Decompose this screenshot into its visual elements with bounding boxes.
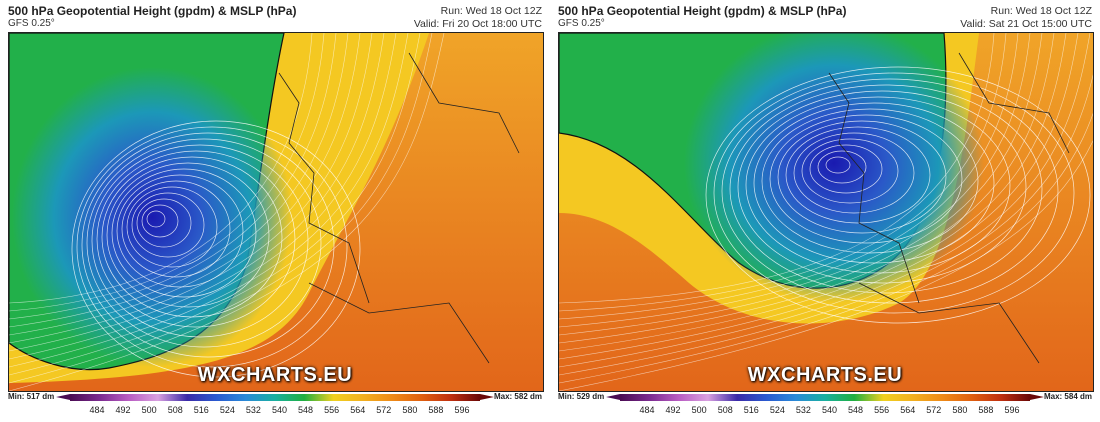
colorbar-label: 484 — [639, 405, 655, 415]
colorbar — [70, 394, 480, 401]
valid-label: Valid: Fri 20 Oct 18:00 UTC — [413, 18, 542, 30]
colorbar-label: 516 — [743, 405, 759, 415]
colorbar-label: 524 — [769, 405, 785, 415]
max-label: Max: 582 dm — [493, 392, 542, 401]
panel: 500 hPa Geopotential Height (gpdm) & MSL… — [8, 4, 544, 415]
run-label: Run: Wed 18 Oct 12Z — [440, 5, 542, 17]
colorbar-label: 508 — [167, 405, 183, 415]
colorbar-label: 532 — [245, 405, 261, 415]
colorbar-label: 540 — [271, 405, 288, 415]
colorbar-label: 524 — [219, 405, 235, 415]
watermark: WXCHARTS.EU — [747, 364, 903, 386]
colorbar-label: 572 — [926, 405, 942, 415]
colorbar-arrow — [1030, 394, 1044, 400]
colorbar — [620, 394, 1030, 401]
colorbar-label: 500 — [141, 405, 157, 415]
colorbar-label: 516 — [193, 405, 209, 415]
map-title: 500 hPa Geopotential Height (gpdm) & MSL… — [8, 4, 297, 18]
colorbar-label: 564 — [900, 405, 916, 415]
colorbar-label: 556 — [874, 405, 890, 415]
colorbar-label: 548 — [848, 405, 864, 415]
colorbar-label: 548 — [298, 405, 314, 415]
model-label: GFS 0.25° — [8, 18, 55, 29]
colorbar-label: 492 — [115, 405, 131, 415]
model-label: GFS 0.25° — [558, 18, 605, 29]
colorbar-arrow — [480, 394, 494, 400]
watermark: WXCHARTS.EU — [197, 364, 353, 386]
colorbar-label: 588 — [978, 405, 994, 415]
map — [558, 32, 1094, 392]
colorbar-label: 508 — [717, 405, 733, 415]
colorbar-label: 500 — [691, 405, 707, 415]
colorbar-label: 532 — [795, 405, 811, 415]
colorbar-label: 596 — [1004, 405, 1020, 415]
max-label: Max: 584 dm — [1043, 392, 1092, 401]
map — [8, 32, 544, 392]
colorbar-arrow — [56, 394, 70, 400]
valid-label: Valid: Sat 21 Oct 15:00 UTC — [960, 18, 1092, 30]
colorbar-arrow — [606, 394, 620, 400]
colorbar-label: 580 — [402, 405, 418, 415]
colorbar-label: 572 — [376, 405, 392, 415]
panel: 500 hPa Geopotential Height (gpdm) & MSL… — [550, 0, 1100, 422]
colorbar-label: 556 — [324, 405, 340, 415]
min-label: Min: 529 dm — [558, 392, 605, 401]
map-title: 500 hPa Geopotential Height (gpdm) & MSL… — [558, 4, 847, 18]
colorbar-label: 484 — [89, 405, 105, 415]
min-label: Min: 517 dm — [8, 392, 55, 401]
colorbar-label: 580 — [952, 405, 968, 415]
colorbar-label: 492 — [665, 405, 681, 415]
run-label: Run: Wed 18 Oct 12Z — [990, 5, 1092, 17]
colorbar-label: 564 — [350, 405, 366, 415]
colorbar-label: 596 — [454, 405, 470, 415]
colorbar-label: 540 — [821, 405, 838, 415]
colorbar-label: 588 — [428, 405, 444, 415]
